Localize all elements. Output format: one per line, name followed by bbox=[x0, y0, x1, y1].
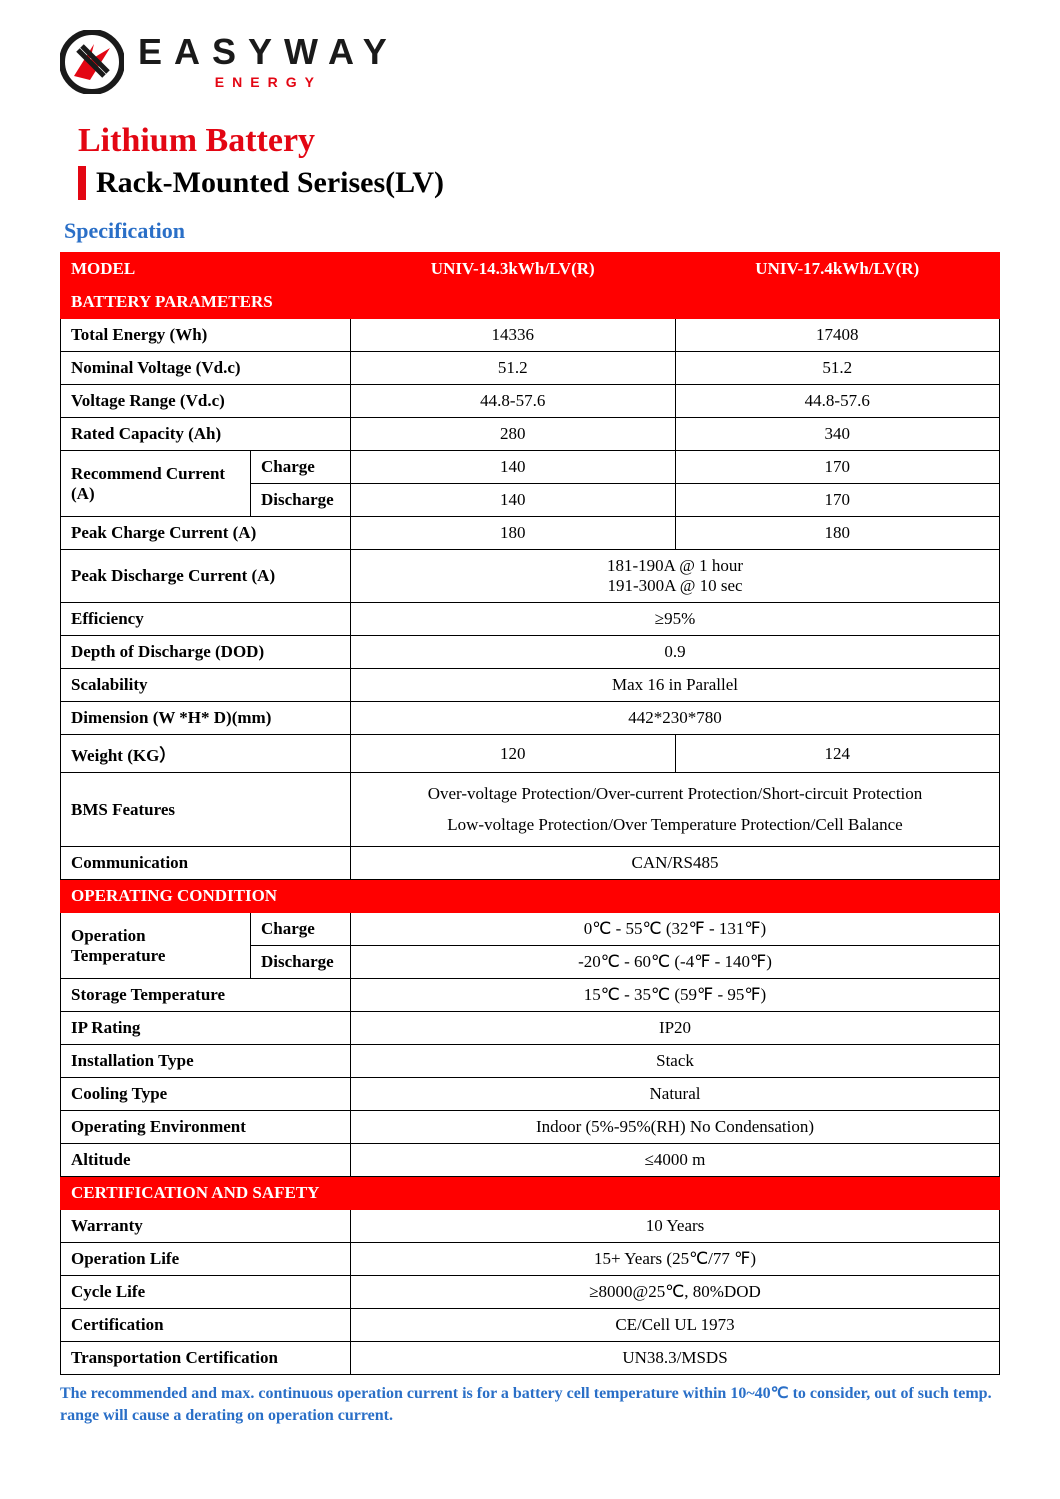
row-label: Efficiency bbox=[61, 603, 351, 636]
row-label: Depth of Discharge (DOD) bbox=[61, 636, 351, 669]
row-label: Altitude bbox=[61, 1144, 351, 1177]
row-value: 140 bbox=[351, 484, 676, 517]
row-value: Max 16 in Parallel bbox=[351, 669, 1000, 702]
page-title: Lithium Battery bbox=[78, 122, 1000, 160]
row-label: Voltage Range (Vd.c) bbox=[61, 385, 351, 418]
brand-sub: ENERGY bbox=[138, 74, 399, 90]
footnote: The recommended and max. continuous oper… bbox=[60, 1383, 1000, 1426]
spec-table: MODELUNIV-14.3kWh/LV(R)UNIV-17.4kWh/LV(R… bbox=[60, 252, 1000, 1375]
row-value: 14336 bbox=[351, 319, 676, 352]
row-value: 442*230*780 bbox=[351, 702, 1000, 735]
row-value: IP20 bbox=[351, 1012, 1000, 1045]
row-label: Warranty bbox=[61, 1210, 351, 1243]
row-label: Total Energy (Wh) bbox=[61, 319, 351, 352]
row-value: 170 bbox=[675, 451, 1000, 484]
row-value: 0.9 bbox=[351, 636, 1000, 669]
row-label: Operating Environment bbox=[61, 1111, 351, 1144]
row-value: Stack bbox=[351, 1045, 1000, 1078]
row-label: Peak Charge Current (A) bbox=[61, 517, 351, 550]
row-value: 15℃ - 35℃ (59℉ - 95℉) bbox=[351, 979, 1000, 1012]
row-value: 124 bbox=[675, 735, 1000, 773]
model-col-0: UNIV-14.3kWh/LV(R) bbox=[351, 253, 676, 286]
row-value: 51.2 bbox=[351, 352, 676, 385]
row-value: 44.8-57.6 bbox=[675, 385, 1000, 418]
row-value: 44.8-57.6 bbox=[351, 385, 676, 418]
row-value: 17408 bbox=[675, 319, 1000, 352]
row-value: 180 bbox=[351, 517, 676, 550]
brand-logo: EASYWAY ENERGY bbox=[60, 30, 1000, 94]
section-header: OPERATING CONDITION bbox=[61, 880, 1000, 913]
row-label: Installation Type bbox=[61, 1045, 351, 1078]
row-value: UN38.3/MSDS bbox=[351, 1342, 1000, 1375]
row-label: Transportation Certification bbox=[61, 1342, 351, 1375]
row-value: 51.2 bbox=[675, 352, 1000, 385]
row-value: 170 bbox=[675, 484, 1000, 517]
accent-bar bbox=[78, 166, 86, 200]
logo-icon bbox=[60, 30, 124, 94]
row-label: BMS Features bbox=[61, 773, 351, 847]
row-label: Cooling Type bbox=[61, 1078, 351, 1111]
row-value: -20℃ - 60℃ (-4℉ - 140℉) bbox=[351, 946, 1000, 979]
row-value: Indoor (5%-95%(RH) No Condensation) bbox=[351, 1111, 1000, 1144]
row-value: ≥95% bbox=[351, 603, 1000, 636]
row-value: ≥8000@25℃, 80%DOD bbox=[351, 1276, 1000, 1309]
row-value: 10 Years bbox=[351, 1210, 1000, 1243]
row-value: 181-190A @ 1 hour191-300A @ 10 sec bbox=[351, 550, 1000, 603]
row-label: IP Rating bbox=[61, 1012, 351, 1045]
row-value: 180 bbox=[675, 517, 1000, 550]
section-header: BATTERY PARAMETERS bbox=[61, 286, 1000, 319]
row-value: CE/Cell UL 1973 bbox=[351, 1309, 1000, 1342]
row-sublabel: Charge bbox=[251, 451, 351, 484]
row-value: 340 bbox=[675, 418, 1000, 451]
row-label: Cycle Life bbox=[61, 1276, 351, 1309]
row-label: Rated Capacity (Ah) bbox=[61, 418, 351, 451]
row-label: Weight (KG） bbox=[61, 735, 351, 773]
row-label: Certification bbox=[61, 1309, 351, 1342]
row-value: 0℃ - 55℃ (32℉ - 131℉) bbox=[351, 913, 1000, 946]
row-label: Peak Discharge Current (A) bbox=[61, 550, 351, 603]
model-col-1: UNIV-17.4kWh/LV(R) bbox=[675, 253, 1000, 286]
brand-name: EASYWAY bbox=[138, 34, 399, 70]
row-value: 140 bbox=[351, 451, 676, 484]
row-label: Storage Temperature bbox=[61, 979, 351, 1012]
model-header: MODEL bbox=[61, 253, 351, 286]
row-label: Dimension (W *H* D)(mm) bbox=[61, 702, 351, 735]
row-sublabel: Discharge bbox=[251, 484, 351, 517]
section-header: CERTIFICATION AND SAFETY bbox=[61, 1177, 1000, 1210]
row-value: ≤4000 m bbox=[351, 1144, 1000, 1177]
row-value: Over-voltage Protection/Over-current Pro… bbox=[351, 773, 1000, 847]
row-label: Nominal Voltage (Vd.c) bbox=[61, 352, 351, 385]
row-value: 15+ Years (25℃/77 ℉) bbox=[351, 1243, 1000, 1276]
row-sublabel: Discharge bbox=[251, 946, 351, 979]
row-label: Scalability bbox=[61, 669, 351, 702]
row-label: Operation Life bbox=[61, 1243, 351, 1276]
row-value: 120 bbox=[351, 735, 676, 773]
row-value: CAN/RS485 bbox=[351, 847, 1000, 880]
page-subtitle: Rack-Mounted Serises(LV) bbox=[96, 166, 444, 200]
row-label: Recommend Current (A) bbox=[61, 451, 251, 517]
subtitle-row: Rack-Mounted Serises(LV) bbox=[78, 166, 1000, 200]
row-label: Communication bbox=[61, 847, 351, 880]
row-value: Natural bbox=[351, 1078, 1000, 1111]
row-sublabel: Charge bbox=[251, 913, 351, 946]
row-label: OperationTemperature bbox=[61, 913, 251, 979]
row-value: 280 bbox=[351, 418, 676, 451]
section-label: Specification bbox=[64, 218, 1000, 244]
